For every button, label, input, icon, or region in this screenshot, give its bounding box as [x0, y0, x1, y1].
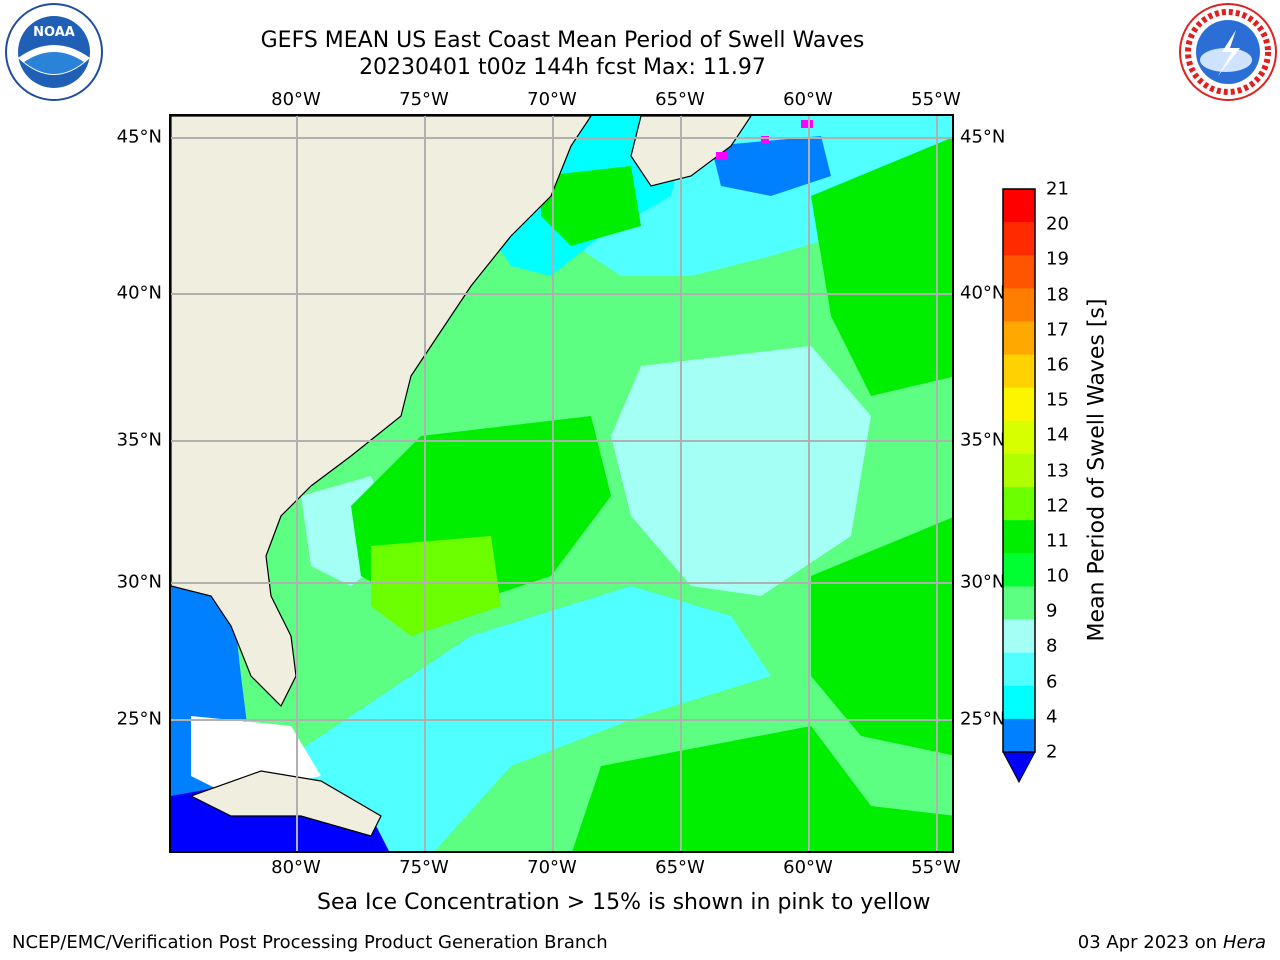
colorbar-band: [1003, 420, 1035, 455]
colorbar-tick-label: 11: [1046, 530, 1069, 552]
colorbar-tick-label: 13: [1046, 460, 1069, 481]
lon-label-top: 60°W: [783, 89, 833, 110]
nws-logo: [1179, 3, 1277, 101]
chart-title: GEFS MEAN US East Coast Mean Period of S…: [260, 28, 865, 53]
colorbar-band: [1003, 718, 1035, 753]
lon-label-bottom: 80°W: [271, 857, 321, 878]
colorbar-tick-label: 18: [1046, 284, 1069, 306]
colorbar-band: [1003, 586, 1035, 621]
colorbar-band: [1003, 288, 1035, 322]
colorbar-band: [1003, 685, 1035, 720]
lat-label-left: 45°N: [116, 126, 162, 148]
colorbar-tick-label: 19: [1046, 248, 1069, 270]
sea-ice-mark: [801, 120, 813, 128]
lon-label-top: 80°W: [271, 89, 321, 110]
lon-label-top: 65°W: [655, 89, 705, 110]
light-cyan-zone-center: [611, 346, 871, 596]
lon-label-bottom: 65°W: [655, 857, 705, 878]
colorbar-tick-label: 12: [1046, 495, 1069, 517]
colorbar-band: [1003, 354, 1035, 389]
colorbar-tick-label: 16: [1046, 354, 1069, 376]
colorbar-tick-label: 2: [1046, 741, 1058, 763]
footer-credit: NCEP/EMC/Verification Post Processing Pr…: [12, 932, 608, 953]
lat-label-right: 40°N: [960, 282, 1006, 304]
land-cuba: [189, 770, 382, 837]
lon-label-top: 70°W: [527, 89, 577, 110]
lat-label-right: 25°N: [960, 708, 1006, 730]
colorbar-band: [1003, 520, 1035, 554]
svg-text:NOAA: NOAA: [33, 25, 75, 40]
colorbar-tick-label: 4: [1046, 706, 1058, 728]
lat-label-left: 25°N: [116, 708, 162, 730]
colorbar-band: [1003, 255, 1035, 289]
colorbar-band: [1003, 453, 1035, 488]
lat-label-left: 35°N: [116, 429, 162, 451]
lon-label-bottom: 60°W: [783, 857, 833, 878]
colorbar-band: [1003, 387, 1035, 422]
noaa-logo: NOAA: [5, 3, 103, 101]
footer-date: 03 Apr 2023 on Hera: [1078, 932, 1266, 953]
green-zone-east: [811, 517, 952, 756]
colorbar-tick-label: 15: [1046, 389, 1069, 411]
lon-label-top: 55°W: [911, 89, 961, 110]
blue-zone-scotian: [711, 136, 831, 196]
land-nova-scotia: [630, 116, 752, 187]
colorbar-extend-arrow: [1002, 751, 1036, 784]
colorbar-band: [1003, 487, 1035, 521]
land-north-america: [171, 116, 592, 708]
map-gridlines: [171, 116, 952, 851]
lat-label-right: 35°N: [960, 429, 1006, 451]
green-zone-southeast: [572, 726, 952, 851]
lon-label-top: 75°W: [399, 89, 449, 110]
swell-period-map: [171, 116, 952, 851]
lat-label-right: 30°N: [960, 571, 1006, 593]
colorbar-title: Mean Period of Swell Waves [s]: [1084, 298, 1110, 642]
colorbar-tick-label: 14: [1046, 424, 1069, 446]
colorbar-band: [1003, 321, 1035, 356]
colorbar-band: [1003, 652, 1035, 687]
colorbar-tick-label: 6: [1046, 671, 1058, 693]
colorbar-bands: [1003, 189, 1035, 753]
colorbar-band: [1003, 553, 1035, 587]
colorbar-outline: [1002, 188, 1036, 753]
lon-label-bottom: 55°W: [911, 857, 961, 878]
chart-subtitle: 20230401 t00z 144h fcst Max: 11.97: [359, 55, 766, 80]
footer-date-text: 03 Apr 2023 on: [1077, 932, 1218, 953]
map-panel: [169, 114, 954, 853]
colorbar-tick-label: 9: [1046, 600, 1058, 622]
lat-label-right: 45°N: [960, 126, 1006, 148]
lat-label-left: 40°N: [116, 282, 162, 304]
sea-ice-mark: [761, 136, 769, 144]
sea-ice-mark: [716, 152, 728, 160]
lon-label-bottom: 70°W: [527, 857, 577, 878]
colorbar-tick-label: 17: [1046, 319, 1069, 341]
colorbar-tick-label: 10: [1046, 565, 1069, 587]
lon-label-bottom: 75°W: [399, 857, 449, 878]
green-zone-northeast: [811, 137, 952, 396]
colorbar-band: [1003, 222, 1035, 256]
colorbar-tick-label: 20: [1046, 213, 1069, 235]
colorbar-band: [1003, 189, 1035, 223]
lat-label-left: 30°N: [116, 571, 162, 593]
bright-green-zone: [371, 536, 501, 636]
cyan-zone-south: [291, 586, 771, 851]
colorbar-band: [1003, 619, 1035, 654]
colorbar-tick-label: 8: [1046, 635, 1058, 657]
colorbar-tick-label: 21: [1046, 178, 1069, 200]
green-zone-georges-bank: [541, 166, 641, 246]
footer-machine: Hera: [1222, 932, 1266, 953]
sea-ice-note: Sea Ice Concentration > 15% is shown in …: [317, 890, 931, 915]
colorbar: [1002, 188, 1036, 784]
